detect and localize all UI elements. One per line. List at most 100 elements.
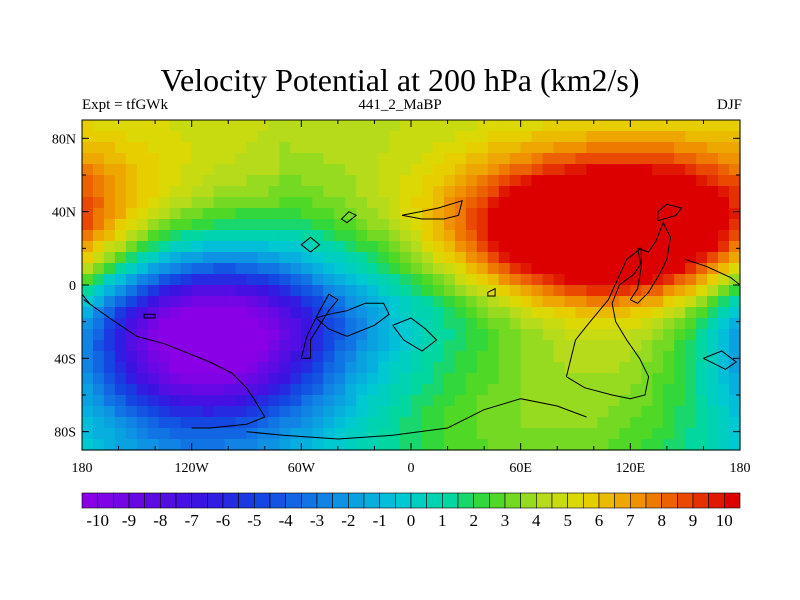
heatmap-cell bbox=[400, 351, 412, 363]
heatmap-cell bbox=[279, 428, 291, 440]
colorbar-swatch bbox=[551, 492, 568, 509]
heatmap-cell bbox=[520, 120, 533, 132]
heatmap-cell bbox=[476, 120, 489, 132]
heatmap-cell bbox=[345, 219, 357, 231]
heatmap-cell bbox=[356, 406, 368, 418]
heatmap-cell bbox=[542, 241, 555, 253]
heatmap-cell bbox=[718, 197, 730, 209]
heatmap-cell bbox=[443, 318, 456, 330]
heatmap-cell bbox=[575, 131, 588, 143]
heatmap-cell bbox=[180, 384, 193, 396]
heatmap-cell bbox=[136, 175, 149, 187]
heatmap-cell bbox=[509, 406, 522, 418]
heatmap-cell bbox=[619, 395, 631, 407]
heatmap-cell bbox=[509, 274, 522, 286]
heatmap-cell bbox=[312, 384, 324, 396]
heatmap-cell bbox=[674, 164, 686, 176]
heatmap-cell bbox=[487, 131, 500, 143]
heatmap-cell bbox=[553, 241, 566, 253]
heatmap-cell bbox=[498, 428, 511, 440]
heatmap-cell bbox=[411, 384, 423, 396]
heatmap-cell bbox=[82, 175, 94, 187]
heatmap-cell bbox=[312, 120, 324, 132]
heatmap-cell bbox=[180, 197, 193, 209]
heatmap-cell bbox=[421, 296, 434, 308]
heatmap-cell bbox=[421, 142, 434, 154]
heatmap-cell bbox=[224, 428, 237, 440]
heatmap-cell bbox=[729, 230, 741, 242]
heatmap-cell bbox=[389, 142, 401, 154]
heatmap-cell bbox=[707, 285, 719, 297]
heatmap-cell bbox=[630, 362, 642, 374]
heatmap-cell bbox=[301, 318, 313, 330]
heatmap-cell bbox=[641, 406, 653, 418]
heatmap-cell bbox=[718, 340, 730, 352]
heatmap-cell bbox=[476, 230, 489, 242]
heatmap-cell bbox=[169, 142, 182, 154]
heatmap-cell bbox=[597, 131, 609, 143]
heatmap-cell bbox=[685, 362, 697, 374]
heatmap-cell bbox=[674, 362, 686, 374]
heatmap-cell bbox=[608, 296, 620, 308]
heatmap-cell bbox=[125, 120, 138, 132]
heatmap-cell bbox=[564, 186, 577, 198]
heatmap-cell bbox=[235, 252, 248, 264]
heatmap-cell bbox=[323, 428, 335, 440]
heatmap-cell bbox=[531, 274, 544, 286]
heatmap-cell bbox=[279, 263, 291, 275]
heatmap-cell bbox=[608, 131, 620, 143]
heatmap-cell bbox=[630, 428, 642, 440]
heatmap-cell bbox=[509, 439, 522, 451]
heatmap-cell bbox=[323, 395, 335, 407]
heatmap-cell bbox=[619, 120, 631, 132]
heatmap-cell bbox=[356, 329, 368, 341]
heatmap-cell bbox=[421, 131, 434, 143]
colorbar-swatch bbox=[598, 492, 615, 509]
heatmap-cell bbox=[257, 351, 270, 363]
colorbar-label: 4 bbox=[532, 511, 541, 530]
heatmap-cell bbox=[114, 285, 127, 297]
heatmap-cell bbox=[147, 197, 160, 209]
heatmap-cell bbox=[663, 120, 675, 132]
heatmap-cell bbox=[389, 274, 401, 286]
heatmap-cell bbox=[246, 439, 259, 451]
heatmap-cell bbox=[564, 153, 577, 165]
heatmap-cell bbox=[235, 384, 248, 396]
heatmap-cell bbox=[334, 274, 346, 286]
heatmap-cell bbox=[180, 263, 193, 275]
heatmap-cell bbox=[553, 186, 566, 198]
heatmap-cell bbox=[729, 351, 741, 363]
heatmap-cell bbox=[465, 296, 478, 308]
heatmap-cell bbox=[180, 120, 193, 132]
heatmap-cell bbox=[619, 439, 631, 451]
heatmap-cell bbox=[564, 131, 577, 143]
heatmap-cell bbox=[246, 186, 259, 198]
heatmap-cell bbox=[619, 318, 631, 330]
coastline bbox=[300, 236, 321, 253]
heatmap-cell bbox=[443, 340, 456, 352]
colorbar-swatch bbox=[489, 492, 506, 509]
heatmap-cell bbox=[718, 417, 730, 429]
heatmap-cell bbox=[575, 142, 588, 154]
heatmap-cell bbox=[465, 263, 478, 275]
heatmap-cell bbox=[553, 263, 566, 275]
heatmap-cell bbox=[202, 197, 215, 209]
heatmap-cell bbox=[180, 274, 193, 286]
heatmap-cell bbox=[553, 164, 566, 176]
heatmap-cell bbox=[180, 241, 193, 253]
heatmap-cell bbox=[389, 241, 401, 253]
heatmap-cell bbox=[158, 142, 171, 154]
heatmap-cell bbox=[301, 208, 313, 220]
heatmap-cell bbox=[202, 120, 215, 132]
heatmap-cell bbox=[696, 208, 708, 220]
heatmap-cell bbox=[465, 362, 478, 374]
heatmap-cell bbox=[246, 406, 259, 418]
heatmap-cell bbox=[421, 439, 434, 451]
heatmap-cell bbox=[432, 329, 445, 341]
heatmap-cell bbox=[103, 153, 116, 165]
heatmap-cell bbox=[564, 175, 577, 187]
heatmap-cell bbox=[323, 285, 335, 297]
heatmap-cell bbox=[158, 175, 171, 187]
heatmap-cell bbox=[268, 241, 280, 253]
heatmap-cell bbox=[82, 318, 94, 330]
